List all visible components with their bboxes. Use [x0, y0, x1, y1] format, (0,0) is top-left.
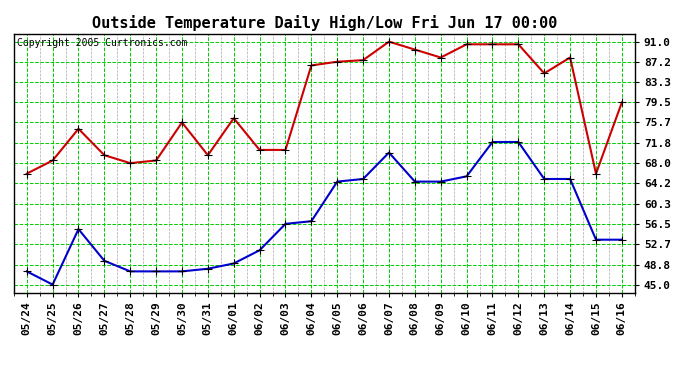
Text: Copyright 2005 Curtronics.com: Copyright 2005 Curtronics.com	[17, 38, 187, 48]
Title: Outside Temperature Daily High/Low Fri Jun 17 00:00: Outside Temperature Daily High/Low Fri J…	[92, 15, 557, 31]
